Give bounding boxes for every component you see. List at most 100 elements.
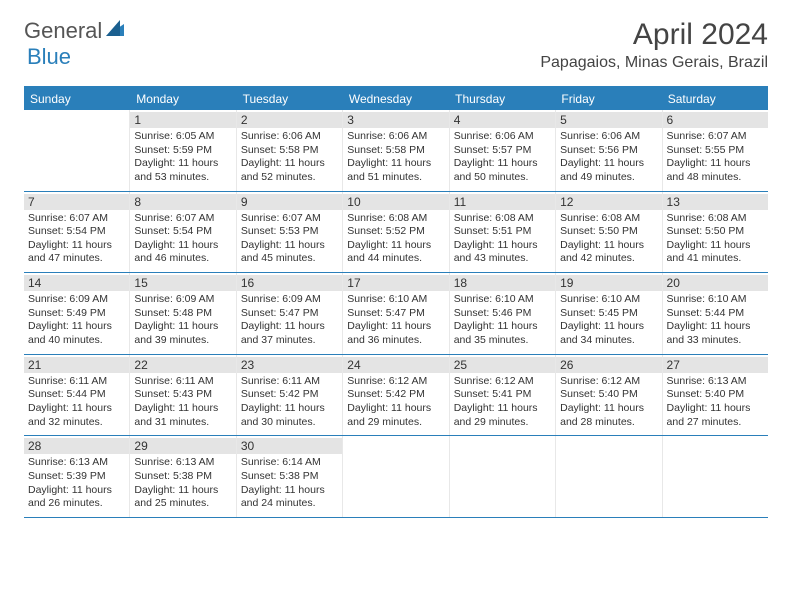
day-info-line: Sunset: 5:40 PM bbox=[667, 388, 764, 402]
day-info-line: Sunset: 5:54 PM bbox=[28, 225, 125, 239]
day-info-line: Sunset: 5:39 PM bbox=[28, 470, 125, 484]
day-info-line: and 46 minutes. bbox=[134, 252, 231, 266]
location: Papagaios, Minas Gerais, Brazil bbox=[540, 54, 768, 72]
day-info-line: Sunset: 5:51 PM bbox=[454, 225, 551, 239]
day-number: 2 bbox=[237, 112, 342, 128]
dayhead: Friday bbox=[555, 88, 661, 110]
day-info-line: Sunset: 5:50 PM bbox=[560, 225, 657, 239]
day-info-line: Sunrise: 6:07 AM bbox=[667, 130, 764, 144]
dayhead: Monday bbox=[130, 88, 236, 110]
dayhead: Saturday bbox=[662, 88, 768, 110]
day-info: Sunrise: 6:11 AMSunset: 5:44 PMDaylight:… bbox=[28, 375, 125, 430]
day-info-line: Sunrise: 6:12 AM bbox=[454, 375, 551, 389]
day-info-line: Daylight: 11 hours bbox=[560, 239, 657, 253]
day-info-line: and 39 minutes. bbox=[134, 334, 231, 348]
day-cell: 13 Sunrise: 6:08 AMSunset: 5:50 PMDayligh… bbox=[663, 192, 768, 273]
day-number: 12 bbox=[556, 194, 661, 210]
day-number: 10 bbox=[343, 194, 448, 210]
day-info: Sunrise: 6:12 AMSunset: 5:41 PMDaylight:… bbox=[454, 375, 551, 430]
day-cell: 25Sunrise: 6:12 AMSunset: 5:41 PMDayligh… bbox=[450, 355, 556, 436]
day-info-line: Sunset: 5:40 PM bbox=[560, 388, 657, 402]
day-number: 8 bbox=[130, 194, 235, 210]
day-cell: 2Sunrise: 6:06 AMSunset: 5:58 PMDaylight… bbox=[237, 110, 343, 191]
day-number: 6 bbox=[663, 112, 768, 128]
day-cell: 17Sunrise: 6:10 AMSunset: 5:47 PMDayligh… bbox=[343, 273, 449, 354]
week-row: 28Sunrise: 6:13 AMSunset: 5:39 PMDayligh… bbox=[24, 436, 768, 518]
day-info-line: Daylight: 11 hours bbox=[28, 239, 125, 253]
week-row: 7Sunrise: 6:07 AMSunset: 5:54 PMDaylight… bbox=[24, 192, 768, 274]
day-number: 1 bbox=[130, 112, 235, 128]
day-cell: 10Sunrise: 6:08 AMSunset: 5:52 PMDayligh… bbox=[343, 192, 449, 273]
day-info-line: Daylight: 11 hours bbox=[667, 239, 764, 253]
day-info: Sunrise: 6:05 AMSunset: 5:59 PMDaylight:… bbox=[134, 130, 231, 185]
day-info-line: Sunrise: 6:11 AM bbox=[28, 375, 125, 389]
day-info-line: Sunrise: 6:07 AM bbox=[134, 212, 231, 226]
day-number: 22 bbox=[130, 357, 235, 373]
day-info-line: Sunrise: 6:06 AM bbox=[347, 130, 444, 144]
day-info: Sunrise: 6:09 AMSunset: 5:47 PMDaylight:… bbox=[241, 293, 338, 348]
day-info-line: Sunrise: 6:08 AM bbox=[454, 212, 551, 226]
day-info-line: and 28 minutes. bbox=[560, 416, 657, 430]
day-info: Sunrise: 6:06 AMSunset: 5:57 PMDaylight:… bbox=[454, 130, 551, 185]
day-info-line: Sunset: 5:45 PM bbox=[560, 307, 657, 321]
day-info-line: Sunset: 5:44 PM bbox=[667, 307, 764, 321]
day-number: 13 bbox=[663, 194, 768, 210]
day-number: 15 bbox=[130, 275, 235, 291]
day-info-line: Daylight: 11 hours bbox=[241, 239, 338, 253]
day-info-line: Sunrise: 6:10 AM bbox=[560, 293, 657, 307]
day-number: 29 bbox=[130, 438, 235, 454]
day-info-line: Daylight: 11 hours bbox=[667, 402, 764, 416]
day-number: 14 bbox=[24, 275, 129, 291]
day-cell: 8Sunrise: 6:07 AMSunset: 5:54 PMDaylight… bbox=[130, 192, 236, 273]
day-cell: 21Sunrise: 6:11 AMSunset: 5:44 PMDayligh… bbox=[24, 355, 130, 436]
day-info-line: Daylight: 11 hours bbox=[454, 320, 551, 334]
day-info-line: Daylight: 11 hours bbox=[560, 402, 657, 416]
day-info: Sunrise: 6:08 AMSunset: 5:50 PMDaylight:… bbox=[667, 212, 764, 267]
day-info-line: Daylight: 11 hours bbox=[241, 157, 338, 171]
day-cell: 15Sunrise: 6:09 AMSunset: 5:48 PMDayligh… bbox=[130, 273, 236, 354]
day-info-line: Sunrise: 6:08 AM bbox=[667, 212, 764, 226]
day-info-line: Daylight: 11 hours bbox=[28, 484, 125, 498]
day-info-line: Sunset: 5:50 PM bbox=[667, 225, 764, 239]
day-number: 26 bbox=[556, 357, 661, 373]
day-info-line: and 43 minutes. bbox=[454, 252, 551, 266]
dayhead-row: SundayMondayTuesdayWednesdayThursdayFrid… bbox=[24, 88, 768, 110]
day-number: 17 bbox=[343, 275, 448, 291]
day-cell: 3Sunrise: 6:06 AMSunset: 5:58 PMDaylight… bbox=[343, 110, 449, 191]
day-cell: 7Sunrise: 6:07 AMSunset: 5:54 PMDaylight… bbox=[24, 192, 130, 273]
week-row: 1 Sunrise: 6:05 AMSunset: 5:59 PMDaylight… bbox=[24, 110, 768, 192]
day-info-line: and 41 minutes. bbox=[667, 252, 764, 266]
day-info-line: Daylight: 11 hours bbox=[454, 239, 551, 253]
day-info-line: Sunrise: 6:14 AM bbox=[241, 456, 338, 470]
day-info-line: Sunset: 5:58 PM bbox=[241, 144, 338, 158]
day-info-line: and 45 minutes. bbox=[241, 252, 338, 266]
day-cell: 4Sunrise: 6:06 AMSunset: 5:57 PMDaylight… bbox=[450, 110, 556, 191]
day-info: Sunrise: 6:07 AMSunset: 5:54 PMDaylight:… bbox=[28, 212, 125, 267]
day-info-line: Sunrise: 6:06 AM bbox=[560, 130, 657, 144]
day-info: Sunrise: 6:10 AMSunset: 5:45 PMDaylight:… bbox=[560, 293, 657, 348]
day-info-line: Sunset: 5:47 PM bbox=[347, 307, 444, 321]
day-info-line: Sunset: 5:38 PM bbox=[134, 470, 231, 484]
logo-text-general: General bbox=[24, 18, 102, 44]
day-info-line: Sunrise: 6:10 AM bbox=[667, 293, 764, 307]
day-number: 28 bbox=[24, 438, 129, 454]
day-cell bbox=[556, 436, 662, 517]
day-info-line: Sunrise: 6:10 AM bbox=[347, 293, 444, 307]
day-cell: 16Sunrise: 6:09 AMSunset: 5:47 PMDayligh… bbox=[237, 273, 343, 354]
day-info-line: Daylight: 11 hours bbox=[347, 402, 444, 416]
logo-text-blue: Blue bbox=[27, 44, 71, 69]
header: General April 2024 Papagaios, Minas Gera… bbox=[0, 0, 792, 80]
day-info-line: Daylight: 11 hours bbox=[347, 239, 444, 253]
day-info-line: Sunset: 5:44 PM bbox=[28, 388, 125, 402]
day-cell: 19Sunrise: 6:10 AMSunset: 5:45 PMDayligh… bbox=[556, 273, 662, 354]
day-info-line: and 51 minutes. bbox=[347, 171, 444, 185]
dayhead: Thursday bbox=[449, 88, 555, 110]
day-cell: 1 Sunrise: 6:05 AMSunset: 5:59 PMDaylight… bbox=[130, 110, 236, 191]
logo-subline: Blue bbox=[27, 44, 71, 70]
day-info-line: and 35 minutes. bbox=[454, 334, 551, 348]
day-info-line: Sunset: 5:53 PM bbox=[241, 225, 338, 239]
day-cell: 29Sunrise: 6:13 AMSunset: 5:38 PMDayligh… bbox=[130, 436, 236, 517]
day-info: Sunrise: 6:11 AMSunset: 5:43 PMDaylight:… bbox=[134, 375, 231, 430]
day-info-line: and 26 minutes. bbox=[28, 497, 125, 511]
day-info: Sunrise: 6:09 AMSunset: 5:49 PMDaylight:… bbox=[28, 293, 125, 348]
